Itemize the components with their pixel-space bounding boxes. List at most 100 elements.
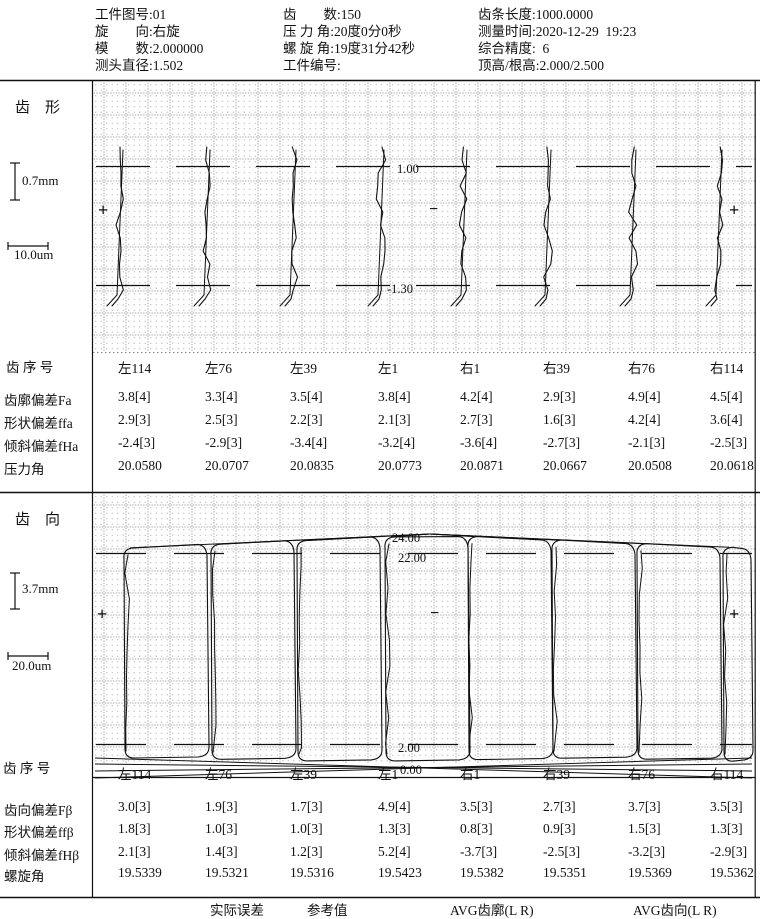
profile-tooth-index: 右76 — [628, 361, 655, 376]
profile-table-cell: 4.9[4] — [628, 389, 661, 404]
profile-vertical-scale-label: 0.7mm — [22, 173, 59, 188]
lead-table-cell: 1.0[3] — [290, 821, 323, 836]
lead-table-cell: 19.5321 — [205, 865, 249, 880]
lead-label-2: 2.00 — [398, 741, 420, 755]
profile-table-cell: 20.0871 — [460, 458, 504, 473]
lead-table-cell: 1.4[3] — [205, 844, 238, 859]
lead-table-cell: -2.5[3] — [543, 844, 581, 859]
profile-table-cell: 3.3[4] — [205, 389, 238, 404]
profile-table-cell: 2.5[3] — [205, 412, 238, 427]
lead-table-cell: 3.0[3] — [118, 799, 151, 814]
profile-table-cell: 3.5[4] — [290, 389, 323, 404]
profile-table-cell: -2.9[3] — [205, 435, 243, 450]
profile-table-cell: 20.0667 — [543, 458, 587, 473]
lead-table-cell: 19.5369 — [628, 865, 672, 880]
header-field: 工件图号:01 — [95, 7, 167, 22]
profile-plus-sign-left: + — [98, 200, 109, 220]
profile-section-title: 齿 形 — [15, 100, 61, 116]
profile-tooth-index: 右39 — [543, 361, 570, 376]
profile-table-cell: 1.6[3] — [543, 412, 576, 427]
profile-tooth-index-header: 齿 序 号 — [6, 360, 54, 375]
profile-table-cell: 2.9[3] — [118, 412, 151, 427]
profile-table-cell: -2.4[3] — [118, 435, 156, 450]
header-field: 工件编号: — [283, 58, 341, 73]
lead-tooth-index: 右1 — [460, 767, 481, 782]
lead-table-cell: 2.7[3] — [543, 799, 576, 814]
profile-table-cell: -2.1[3] — [628, 435, 666, 450]
profile-tooth-index: 右1 — [460, 361, 481, 376]
lead-label-24: 24.00 — [392, 531, 421, 545]
lead-chart-grid — [93, 494, 755, 764]
lead-tooth-index: 左39 — [290, 767, 317, 782]
lead-table-cell: -3.2[3] — [628, 844, 666, 859]
lead-table-cell: 5.2[4] — [378, 844, 411, 859]
header-field: 齿 数:150 — [283, 7, 362, 22]
profile-table-cell: 20.0707 — [205, 458, 249, 473]
header-field: 综合精度: 6 — [478, 41, 550, 56]
profile-table-cell: 3.8[4] — [118, 389, 151, 404]
profile-row-label: 齿廓偏差Fa — [4, 393, 72, 408]
lead-row-label: 形状偏差ffβ — [4, 825, 74, 840]
header-field: 顶高/根高:2.000/2.500 — [478, 58, 605, 73]
header-field: 测量时间:2020-12-29 19:23 — [478, 24, 637, 39]
lead-row-label: 齿向偏差Fβ — [4, 803, 73, 818]
lead-tooth-index: 左1 — [378, 767, 399, 782]
profile-table-cell: 3.8[4] — [378, 389, 411, 404]
lead-minus-sign-center: − — [430, 605, 440, 622]
profile-table-cell: 20.0773 — [378, 458, 422, 473]
lead-table-cell: 4.9[4] — [378, 799, 411, 814]
lead-table-cell: 3.5[3] — [710, 799, 743, 814]
lead-table-cell: 1.5[3] — [628, 821, 661, 836]
footer-legend-item: 实际误差 — [210, 903, 264, 918]
lead-row-label: 倾斜偏差fHβ — [4, 848, 80, 863]
profile-table-cell: 2.7[3] — [460, 412, 493, 427]
profile-table-cell: 2.1[3] — [378, 412, 411, 427]
profile-row-label: 压力角 — [4, 462, 45, 477]
lead-tooth-index-header: 齿 序 号 — [3, 761, 51, 776]
profile-horizontal-scale-label: 10.0um — [14, 247, 54, 262]
lead-table-cell: 3.7[3] — [628, 799, 661, 814]
lead-vertical-scale-label: 3.7mm — [22, 581, 59, 596]
profile-tooth-index: 左76 — [205, 361, 232, 376]
lead-section-title: 齿 向 — [15, 512, 61, 528]
profile-table-cell: 2.2[3] — [290, 412, 323, 427]
lead-tooth-index: 右114 — [710, 767, 744, 782]
profile-band-top-label: 1.00 — [397, 162, 419, 176]
profile-tooth-index: 左39 — [290, 361, 317, 376]
lead-label-22: 22.00 — [398, 551, 427, 565]
profile-table-cell: 3.6[4] — [710, 412, 743, 427]
lead-table-cell: 19.5362 — [710, 865, 754, 880]
footer-legend-item: AVG齿向(L R) — [633, 903, 717, 918]
lead-table-cell: 1.3[3] — [710, 821, 743, 836]
lead-table-cell: 1.2[3] — [290, 844, 323, 859]
profile-table-cell: -3.4[4] — [290, 435, 328, 450]
lead-table-cell: 19.5339 — [118, 865, 162, 880]
profile-table-cell: 4.2[4] — [460, 389, 493, 404]
profile-table-cell: 20.0618 — [710, 458, 754, 473]
footer-legend-item: 参考值 — [307, 903, 348, 918]
profile-tooth-index: 左1 — [378, 361, 399, 376]
profile-tooth-index: 左114 — [118, 361, 152, 376]
profile-table-cell: 20.0580 — [118, 458, 162, 473]
lead-table-cell: 3.5[3] — [460, 799, 493, 814]
lead-plus-sign-left: + — [97, 604, 108, 624]
profile-table-cell: 20.0508 — [628, 458, 672, 473]
header-field: 螺 旋 角:19度31分42秒 — [283, 41, 416, 56]
lead-table-cell: 0.8[3] — [460, 821, 493, 836]
lead-table-cell: 1.3[3] — [378, 821, 411, 836]
profile-table-cell: -3.2[4] — [378, 435, 416, 450]
profile-plus-sign-right: + — [729, 200, 740, 220]
lead-table-cell: 1.8[3] — [118, 821, 151, 836]
profile-table-cell: 4.5[4] — [710, 389, 743, 404]
lead-table-cell: 0.9[3] — [543, 821, 576, 836]
lead-tooth-index: 左76 — [205, 767, 232, 782]
profile-band-bottom-label: -1.30 — [387, 282, 414, 296]
lead-table-cell: 19.5351 — [543, 865, 587, 880]
lead-table-cell: -2.9[3] — [710, 844, 748, 859]
lead-tooth-index: 右76 — [628, 767, 655, 782]
lead-table-cell: 1.0[3] — [205, 821, 238, 836]
header-field: 齿条长度:1000.0000 — [478, 7, 594, 22]
lead-plus-sign-right: + — [729, 604, 740, 624]
lead-table-cell: 19.5423 — [378, 865, 422, 880]
